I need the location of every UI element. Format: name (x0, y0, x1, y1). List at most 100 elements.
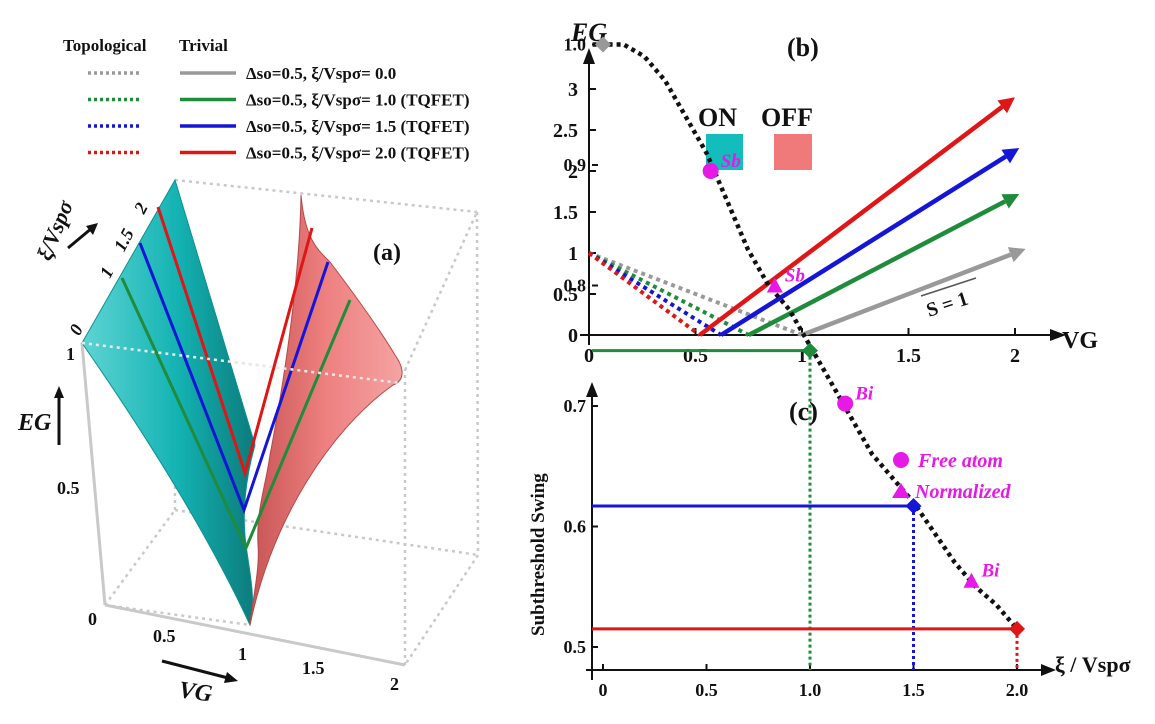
panel-b-chart: 0 0.5 1 1.5 200.511.522.53 EG VG (b) ON OFF … (553, 18, 1098, 367)
panel-c-y-tick-label-0: 0.5 (564, 637, 587, 657)
panel-b-x-tick-label-3: 1.5 (896, 345, 921, 367)
free-atom-legend-marker (893, 452, 909, 468)
normalized-label-0: Sb (785, 266, 805, 287)
panel-b-y-tick-label-4: 2 (568, 161, 578, 183)
legend-label-0: Δso=0.5, ξ/Vspσ= 0.0 (246, 64, 396, 83)
panel-b-y-arrow (583, 48, 595, 64)
normalized-marker-1 (963, 572, 980, 588)
panel-c-x-arrow (1041, 664, 1056, 676)
panel-a-axis-front (80, 342, 107, 606)
panel-b-y-tick-label-5: 2.5 (553, 120, 578, 142)
free-atom-label-0: Sb (721, 151, 741, 172)
off-label: OFF (761, 103, 813, 132)
panel-a-z-tick-2: 2 (129, 199, 151, 217)
panel-c-x-tick-label-0: 0 (599, 680, 608, 700)
legend: Topological Trivial Δso=0.5, ξ/Vspσ= 0.0… (63, 36, 470, 163)
panel-a-x-axis-label: VG (177, 677, 214, 707)
surface-topological (81, 178, 256, 627)
slope-overline (920, 277, 977, 297)
panel-b-x-arrow (1050, 329, 1066, 341)
topological-line-3 (587, 251, 701, 337)
panel-c-y-tick-label-4: 0.9 (564, 155, 587, 175)
panel-c-y-tick-label-2: 0.7 (564, 396, 587, 416)
panel-c-y-axis-label: Subthreshold Swing (528, 473, 549, 636)
normalized-legend-label: Normalized (914, 481, 1012, 503)
normalized-legend-marker (892, 483, 910, 498)
normalized-marker-0 (766, 277, 783, 293)
swing-curve (592, 42, 1019, 631)
panel-c-y-tick-label-3: 0.8 (564, 276, 587, 296)
trivial-arrowhead-2 (1001, 148, 1020, 164)
panel-a-z-tick-1: 1 (96, 264, 118, 281)
diamond-marker-2 (905, 498, 922, 515)
panel-a-x-tick-0.5: 0.5 (153, 626, 176, 646)
legend-header-topological: Topological (63, 36, 147, 55)
panel-c-x-tick-label-1: 0.5 (695, 680, 718, 700)
panel-a-y-label: EG (17, 386, 64, 445)
legend-label-3: Δso=0.5, ξ/Vspσ= 2.0 (TQFET) (246, 144, 470, 163)
trivial-arrowhead-1 (1001, 193, 1020, 209)
diamond-marker-3 (1009, 620, 1025, 637)
legend-label-1: Δso=0.5, ξ/Vspσ= 1.0 (TQFET) (246, 91, 470, 110)
diamond-marker-0 (595, 36, 611, 53)
panel-b-ticks: 0 0.5 1 1.5 2 0 0.5 1 1.5 2 2.5 3 (553, 79, 1020, 367)
panel-c-y-tick-label-5: 1.0 (564, 35, 587, 55)
surface-line-red (156, 206, 314, 479)
surface-line-green (120, 277, 352, 552)
diamond-marker-1 (802, 342, 818, 359)
panel-b-label: (b) (787, 33, 819, 62)
panel-a-axis-bottom (104, 603, 406, 667)
panel-b-y-tick-label-2: 1 (568, 243, 578, 265)
surface-dotted-overlay (81, 341, 401, 385)
panel-c-x-tick-label-2: 1.0 (799, 680, 822, 700)
panel-a-x-tick-1: 1 (238, 644, 247, 664)
panel-c-chart: 0 0.5 1.0 1.5 2.0 0.5 0.6 0.7 0.8 0.9 1.0 Sb Bi Sb Bi… (528, 35, 1131, 701)
surface-line-blue (138, 242, 330, 515)
panel-a-z-tick-1.5: 1.5 (110, 225, 138, 254)
off-swatch (774, 134, 812, 170)
panel-b-x-axis-label: VG (1062, 328, 1098, 354)
panel-a-label: (a) (373, 240, 401, 266)
panel-c-x-tick-label-4: 2.0 (1006, 680, 1029, 700)
panel-a-x-tick-1.5: 1.5 (302, 658, 325, 678)
free-atom-label-1: Bi (854, 384, 874, 405)
panel-b-x-tick-label-1: 0.5 (683, 345, 708, 367)
free-atom-legend-label: Free atom (917, 450, 1003, 472)
trivial-arrowhead-3 (997, 97, 1015, 114)
normalized-label-1: Bi (980, 561, 1000, 582)
trivial-line-3 (698, 105, 1004, 337)
trivial-line-2 (719, 154, 1007, 337)
panel-b-y-tick-label-0: 0 (568, 325, 578, 347)
panel-c-y-tick-label-1: 0.6 (564, 517, 587, 537)
panel-c-x-tick-label-3: 1.5 (902, 680, 925, 700)
panel-c-label: (c) (789, 397, 818, 426)
panel-a-x-label: VG (161, 659, 238, 708)
panel-a-y-tick-0.5: 0.5 (57, 478, 80, 498)
topological-line-1 (588, 251, 750, 337)
topological-line-2 (587, 251, 723, 337)
panel-b-y-tick-label-1: 0.5 (553, 284, 578, 306)
panel-b-x-tick-label-4: 2 (1010, 345, 1020, 367)
free-atom-marker-1 (837, 395, 854, 412)
panel-b-y-tick-label-3: 1.5 (553, 202, 578, 224)
panel-c-guides (592, 349, 1019, 670)
panel-a-x-tick-2: 2 (390, 674, 399, 694)
panel-c-ticks: 0 0.5 1.0 1.5 2.0 0.5 0.6 0.7 0.8 0.9 1.0 (564, 35, 1029, 701)
panel-b-x-tick-label-2: 1 (797, 345, 807, 367)
panel-c-legend: Free atom Normalized (892, 450, 1012, 503)
panel-c-x-axis-label: ξ / Vspσ (1055, 652, 1131, 677)
panel-a-y-axis-label: EG (17, 410, 52, 436)
trivial-line-0 (801, 252, 1012, 338)
panel-b-y-tick-label-6: 3 (568, 79, 578, 101)
panel-a-z-tick-0: 0 (65, 321, 87, 338)
panel-c-markers: Sb Bi Sb Bi (595, 36, 1025, 637)
topological-line-0 (588, 251, 803, 337)
panel-a-z-label: ξ/Vspσ (31, 196, 98, 264)
legend-rows: Δso=0.5, ξ/Vspσ= 0.0 Δso=0.5, ξ/Vspσ= 1.0… (88, 64, 470, 163)
trivial-arrowhead-0 (1007, 247, 1026, 263)
legend-label-2: Δso=0.5, ξ/Vspσ= 1.5 (TQFET) (246, 117, 470, 136)
surface-trivial (249, 194, 403, 626)
panel-a-surface: (a) 0 0.5 1 1.5 2 VG 0.5 1 EG 0 1 1.5 2 … (17, 178, 480, 708)
panel-c-y-arrow (586, 382, 598, 397)
